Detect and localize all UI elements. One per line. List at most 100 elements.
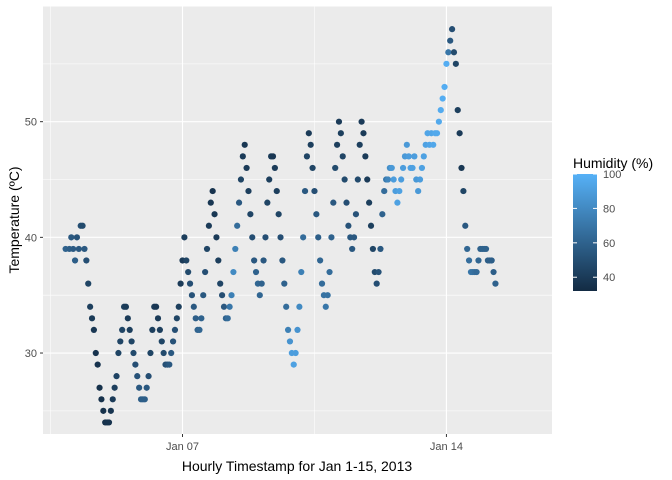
data-point [388,164,395,172]
data-point [324,292,331,299]
data-point [360,130,367,137]
data-point [96,384,103,391]
data-point [90,326,97,333]
data-point [464,245,471,253]
data-point [416,176,424,183]
data-point [239,153,246,160]
data-point [317,257,324,264]
data-point [245,187,252,195]
data-point [384,176,392,183]
data-point [337,130,344,137]
data-point [88,315,96,322]
data-point [68,234,75,241]
data-point [377,245,384,253]
data-point [205,222,212,229]
data-point [224,315,231,322]
data-point [177,280,184,287]
legend-tick-label: 40 [603,272,615,284]
data-point [87,303,94,310]
data-point [399,164,407,172]
data-point [488,257,495,264]
data-point [169,338,177,345]
data-point [70,245,77,253]
data-point [345,222,352,229]
data-point [111,384,118,391]
data-point [420,153,427,160]
data-point [85,280,92,287]
data-point [200,292,207,299]
data-point [134,373,141,380]
data-point [482,245,490,253]
data-point [375,268,382,276]
data-point [192,315,199,322]
legend-ticks: 40 60 80 100 [573,169,621,284]
data-point [409,164,416,172]
data-point [258,280,265,287]
data-point [256,292,263,299]
data-point [405,153,412,160]
data-point [79,222,86,229]
data-point [215,257,222,264]
data-point [198,315,205,322]
data-point [309,164,316,172]
data-point [381,187,388,195]
data-point [271,164,278,172]
data-point [185,268,192,276]
data-point [313,211,320,218]
data-point [235,199,243,206]
data-point [322,303,329,310]
data-point [115,349,122,357]
data-point [326,268,333,276]
legend-title: Humidity (%) [573,155,653,171]
y-tick-label: 30 [25,348,37,360]
data-point [367,222,375,229]
data-point [124,315,131,322]
data-point [445,49,452,56]
data-point [441,83,448,91]
data-point [290,361,297,368]
data-point [394,199,401,206]
data-point [251,257,258,264]
data-point [298,268,305,276]
data-point [218,292,226,299]
data-point [390,176,397,183]
data-point [196,326,203,333]
data-point [107,407,114,414]
data-point [315,234,322,241]
data-point [339,153,346,160]
data-point [301,187,309,195]
data-point [260,257,267,264]
data-point [247,211,254,218]
data-point [415,187,422,195]
data-point [209,187,216,195]
data-point [132,361,139,368]
data-point [136,384,143,391]
data-point [490,268,497,276]
data-point [379,211,386,218]
data-point [369,245,377,253]
data-point [228,292,235,299]
data-point [354,176,361,183]
data-point [173,315,180,322]
data-point [311,187,318,195]
data-point [188,292,196,299]
data-point [264,199,271,206]
legend-colorbar [573,174,597,291]
legend: Humidity (%) 40 60 80 100 [573,155,653,291]
data-point [105,419,113,426]
data-point [217,280,224,287]
y-tick-label: 50 [25,117,37,129]
axis-ticks: 30 40 50 Jan 07 Jan 14 [25,117,463,453]
data-point [113,373,120,380]
data-point [356,141,363,148]
data-point [458,164,465,172]
data-point [237,176,245,183]
data-point [332,164,339,172]
data-point [94,361,101,368]
data-point [448,26,456,33]
data-point [249,234,256,241]
data-point [153,303,160,310]
data-point [296,303,303,310]
data-point [433,130,441,137]
data-point [364,176,371,183]
